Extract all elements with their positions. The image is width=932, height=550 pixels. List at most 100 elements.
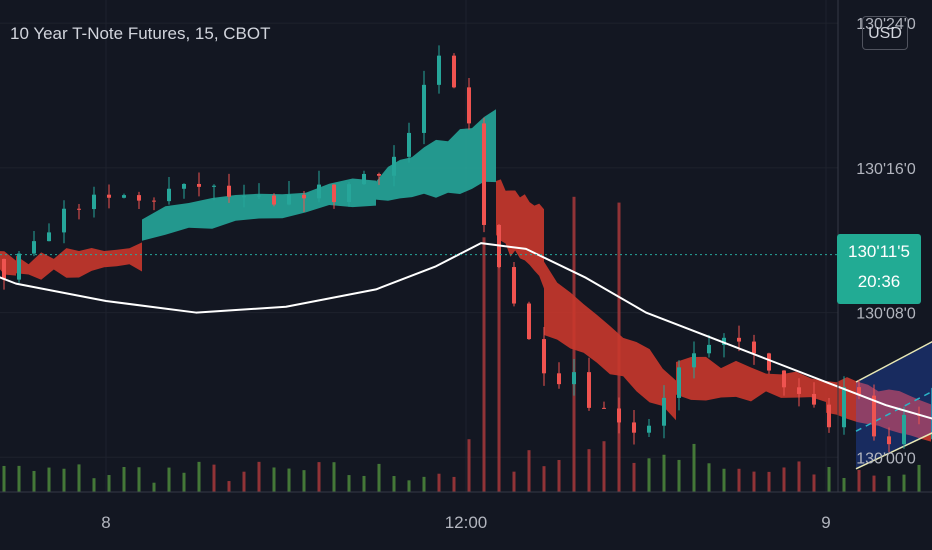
volume-bar (647, 458, 651, 492)
channel-lower-line (855, 432, 932, 470)
volume-bar (497, 225, 501, 492)
candle-body (542, 339, 546, 374)
volume-bar (632, 462, 636, 492)
candle-body (47, 232, 51, 242)
candle-body (527, 303, 531, 340)
cloud-segment (496, 179, 544, 289)
candle-body (467, 87, 471, 124)
candle-body (122, 195, 126, 198)
price-axis[interactable]: 130'24'0 130'16'0 130'08'0 130'00'0 (856, 16, 916, 467)
candle-body (257, 195, 261, 197)
volume-bar (422, 476, 426, 492)
volume-bar (347, 475, 351, 492)
bar-countdown: 20:36 (857, 272, 901, 291)
volume-bar (197, 461, 201, 492)
volume-bar (527, 450, 531, 492)
candle-body (557, 373, 561, 385)
time-tick-label: 12:00 (445, 513, 488, 532)
volume-bar (317, 462, 321, 492)
volume-bar (152, 482, 156, 492)
candle-body (62, 208, 66, 233)
volume-bar (827, 467, 831, 492)
volume-bar (857, 469, 861, 492)
price-tick-label: 130'16'0 (856, 161, 916, 178)
volume-bar (62, 468, 66, 492)
volume-bar (542, 466, 546, 492)
candle-body (767, 353, 771, 371)
candle-body (167, 188, 171, 202)
candle-body (647, 425, 651, 433)
candle-body (332, 184, 336, 203)
candle-body (137, 195, 141, 201)
candle-body (347, 184, 351, 203)
moving-average (0, 242, 932, 420)
candle-body (212, 185, 216, 187)
candle-body (902, 414, 906, 445)
volume-bar (2, 465, 6, 492)
volume-bar (752, 471, 756, 492)
candle-body (602, 407, 606, 409)
candle-body (287, 194, 291, 205)
volume-bar (512, 471, 516, 492)
candle-body (1, 258, 6, 280)
candle-body (572, 372, 576, 385)
volume-bar (92, 478, 96, 492)
candle-body (737, 337, 741, 342)
candle-body (107, 194, 111, 198)
price-tick-label: 130'24'0 (856, 16, 916, 33)
volume-bar (242, 471, 246, 492)
volume-bar (407, 480, 411, 492)
time-tick-label: 9 (821, 513, 830, 532)
candle-body (377, 173, 381, 176)
last-price-value: 130'11'5 (848, 242, 910, 261)
candle-body (662, 397, 666, 426)
candle-body (182, 183, 186, 189)
candle-body (392, 156, 396, 176)
volume-bar (227, 481, 231, 492)
candle-body (317, 184, 321, 199)
candle-body (407, 132, 411, 157)
candle-body (692, 353, 696, 368)
candle-body (722, 337, 726, 345)
volume-bar (212, 464, 216, 492)
volume-bar (272, 467, 276, 492)
candle-body (707, 344, 711, 354)
candle-body (302, 194, 306, 199)
candle-body (437, 55, 441, 85)
candle-body (362, 173, 366, 185)
candle-body (677, 367, 681, 398)
volume-bar (167, 467, 171, 492)
volume-bar (557, 459, 561, 492)
trend-channel[interactable] (855, 168, 932, 470)
symbol-title: 10 Year T-Note Futures, 15, CBOT (10, 24, 271, 43)
candle-body (452, 55, 456, 88)
candle-body (152, 200, 156, 202)
volume-bar (437, 473, 441, 492)
volume-bar (137, 467, 141, 492)
currency-button[interactable]: USD (862, 16, 908, 50)
volume-bar (917, 464, 921, 492)
candle-body (827, 404, 831, 428)
volume-bar (257, 461, 261, 492)
candle-body (77, 208, 81, 210)
volume-bar (722, 468, 726, 492)
volume-bar (47, 467, 51, 492)
candle-body (632, 422, 636, 433)
candle-body (887, 436, 891, 445)
candlesticks (1, 45, 921, 453)
volume-bar (842, 477, 846, 492)
candle-body (797, 387, 801, 394)
candle-body (587, 372, 591, 408)
candle-body (242, 196, 246, 198)
volume-bar (797, 461, 801, 492)
volume-bar (767, 471, 771, 492)
channel-upper-line (855, 340, 932, 383)
time-axis[interactable]: 812:00912:0010 (101, 513, 932, 532)
candle-body (92, 194, 96, 210)
candle-body (272, 195, 276, 205)
volume-bar (377, 463, 381, 492)
cloud-segment (16, 242, 142, 280)
candle-body (617, 408, 621, 423)
volume-bar (887, 476, 891, 492)
